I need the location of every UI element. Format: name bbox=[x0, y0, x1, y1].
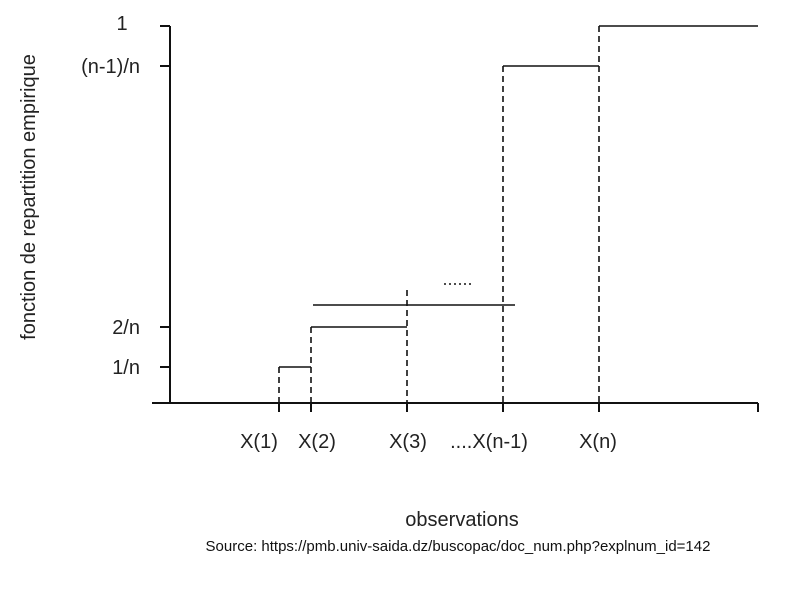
x-tick-label-x3: X(3) bbox=[389, 431, 427, 453]
source-caption: Source: https://pmb.univ-saida.dz/buscop… bbox=[206, 538, 711, 555]
y-tick-label-1: 1 bbox=[116, 13, 127, 35]
y-tick-label-2n: 2/n bbox=[112, 317, 140, 339]
y-axis-title: fonction de repartition empirique bbox=[18, 54, 40, 340]
x-tick-label-xn1: ....X(n-1) bbox=[450, 431, 528, 453]
x-tick-label-x2: X(2) bbox=[298, 431, 336, 453]
y-tick-label-n1n: (n-1)/n bbox=[81, 56, 140, 78]
x-tick-label-xn: X(n) bbox=[579, 431, 617, 453]
x-tick-label-x1: X(1) bbox=[240, 431, 278, 453]
y-tick-label-1n: 1/n bbox=[112, 357, 140, 379]
x-axis-title: observations bbox=[405, 509, 518, 531]
